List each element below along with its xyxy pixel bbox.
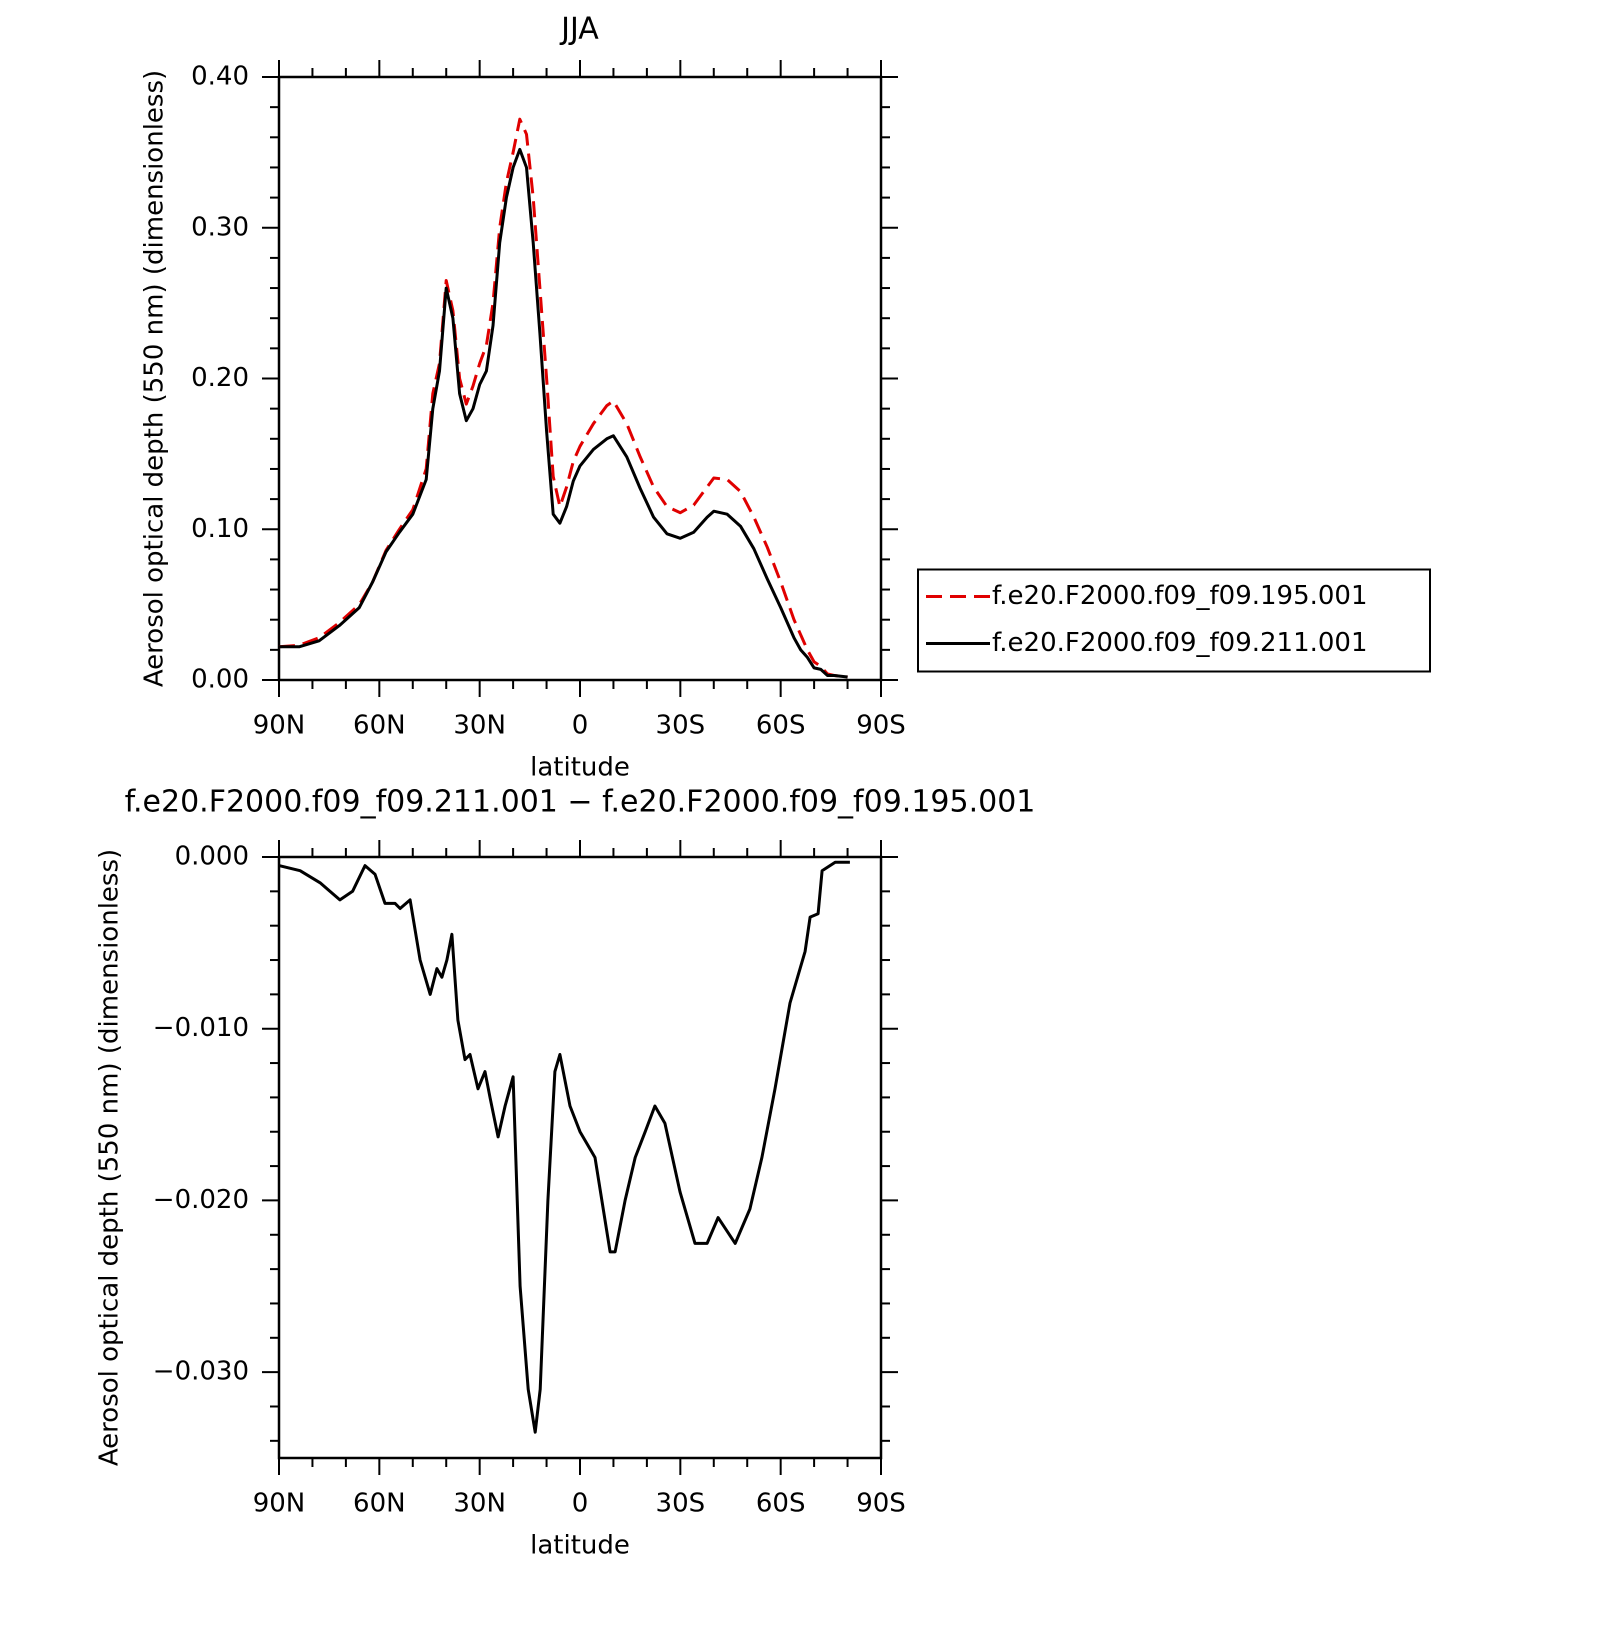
y-axis-label: Aerosol optical depth (550 nm) (dimensio… xyxy=(140,70,170,687)
plot-frame xyxy=(277,855,883,1460)
y-tick-label: 0.00 xyxy=(191,665,249,695)
x-tick-label: 90N xyxy=(253,711,306,741)
y-tick-label: 0.000 xyxy=(175,842,249,872)
x-tick-label: 0 xyxy=(572,1489,589,1519)
x-tick-label: 90N xyxy=(253,1489,306,1519)
x-tick-label: 90S xyxy=(856,1489,906,1519)
y-tick-label: −0.030 xyxy=(153,1357,249,1387)
chart-title: f.e20.F2000.f09_f09.211.001 − f.e20.F200… xyxy=(125,785,1036,820)
x-tick-label: 60N xyxy=(353,711,406,741)
y-tick-label: −0.010 xyxy=(153,1013,249,1043)
plot-frame xyxy=(277,75,883,682)
legend-label: f.e20.F2000.f09_f09.195.001 xyxy=(992,581,1368,611)
chart-title: JJA xyxy=(559,12,599,47)
x-tick-label: 90S xyxy=(856,711,906,741)
x-axis-label: latitude xyxy=(530,1531,630,1561)
data-line xyxy=(279,147,848,679)
x-tick-label: 30S xyxy=(656,1489,706,1519)
x-tick-label: 60N xyxy=(353,1489,406,1519)
x-tick-label: 30S xyxy=(656,711,706,741)
y-tick-label: 0.40 xyxy=(191,62,249,92)
y-axis-label: Aerosol optical depth (550 nm) (dimensio… xyxy=(95,849,125,1466)
y-tick-label: 0.10 xyxy=(191,514,249,544)
x-axis-label: latitude xyxy=(530,753,630,783)
x-tick-label: 30N xyxy=(453,1489,506,1519)
legend-box xyxy=(917,568,1431,673)
x-tick-label: 60S xyxy=(756,711,806,741)
legend-label: f.e20.F2000.f09_f09.211.001 xyxy=(992,628,1368,658)
data-line xyxy=(278,860,850,1434)
x-tick-label: 0 xyxy=(572,711,589,741)
x-tick-label: 30N xyxy=(453,711,506,741)
y-tick-label: 0.20 xyxy=(191,363,249,393)
x-tick-label: 60S xyxy=(756,1489,806,1519)
y-tick-label: 0.30 xyxy=(191,212,249,242)
data-line xyxy=(278,117,848,679)
y-tick-label: −0.020 xyxy=(153,1185,249,1215)
